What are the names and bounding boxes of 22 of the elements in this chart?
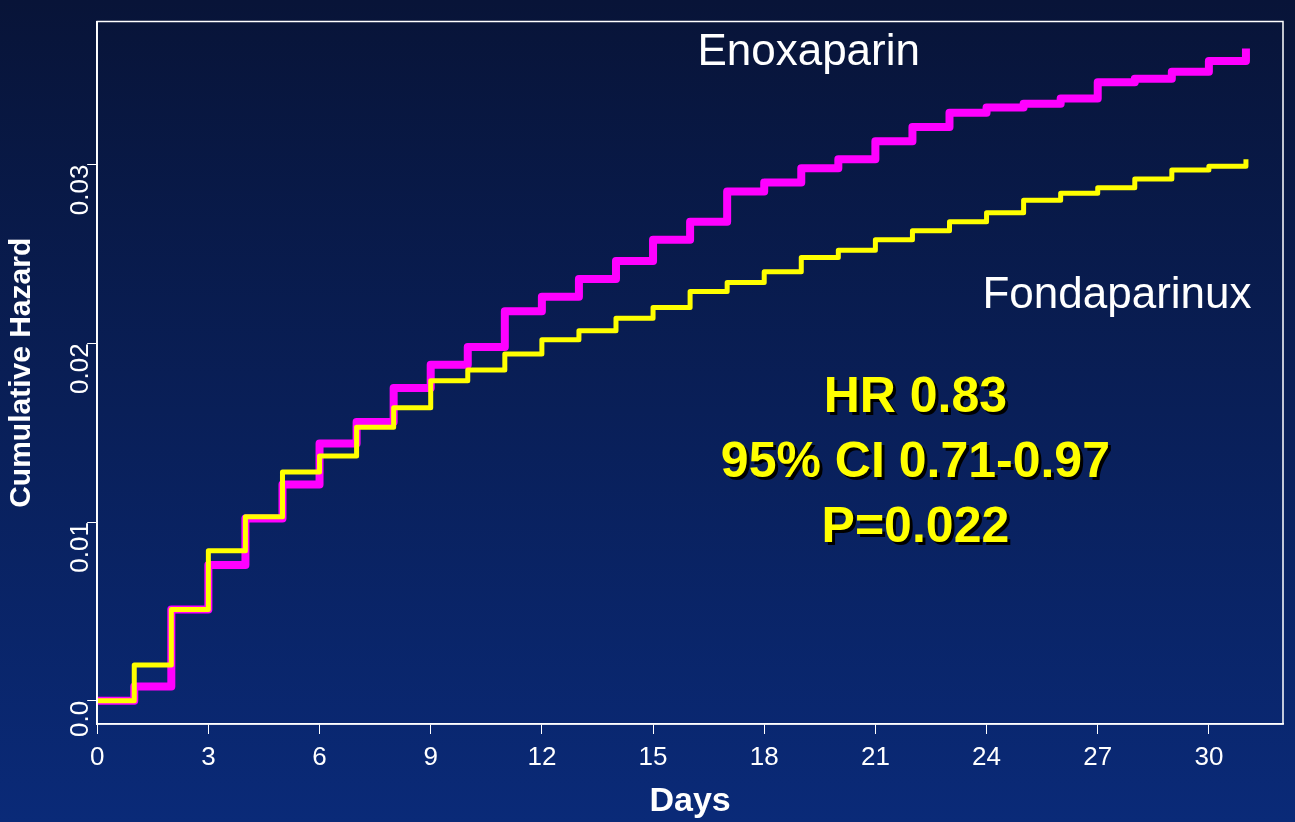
annotation: 95% CI 0.71-0.97 (723, 434, 1113, 491)
y-tick-label: 0.0 (64, 700, 95, 737)
annotation: HR 0.83 (826, 369, 1011, 426)
series-label: Fondaparinux (982, 267, 1252, 317)
x-tick-label: 15 (638, 740, 668, 771)
x-axis-title: Days (649, 779, 731, 818)
x-tick-label: 18 (749, 740, 779, 771)
x-tick-label: 6 (312, 740, 327, 771)
y-axis-title: Cumulative Hazard (3, 237, 37, 508)
y-tick-label: 0.02 (64, 343, 95, 394)
x-tick-label: 12 (527, 740, 557, 771)
y-tick-label: 0.01 (64, 522, 95, 573)
x-tick-label: 27 (1083, 740, 1113, 771)
y-tick-label: 0.03 (64, 164, 95, 216)
x-tick-label: 21 (860, 740, 890, 771)
x-tick-label: 9 (423, 740, 438, 771)
series-label: Enoxaparin (697, 25, 920, 75)
x-tick-label: 24 (972, 740, 1002, 771)
x-tick-label: 3 (201, 740, 216, 771)
x-tick-label: 30 (1194, 740, 1224, 771)
x-tick-label: 0 (89, 740, 105, 771)
annotation: P=0.022 (824, 499, 1013, 556)
